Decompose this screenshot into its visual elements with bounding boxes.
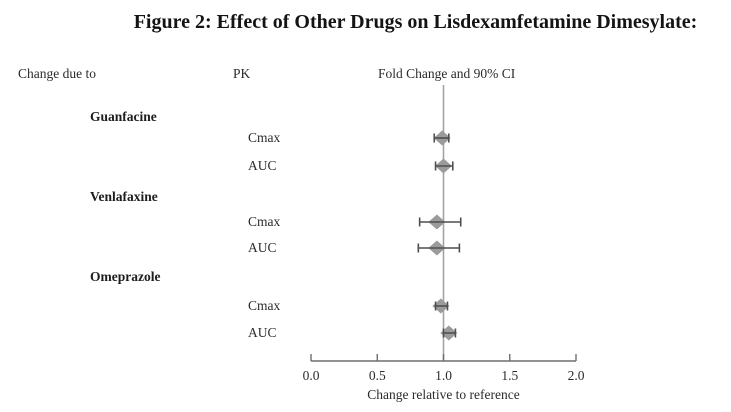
pk-parameter-label: AUC	[248, 325, 277, 340]
pk-parameter-label: AUC	[248, 158, 277, 173]
x-axis-tick-label: 0.5	[369, 368, 386, 383]
x-axis-tick-label: 0.0	[303, 368, 320, 383]
drug-group-label: Omeprazole	[90, 269, 161, 284]
pk-parameter-label: Cmax	[248, 130, 281, 145]
x-axis-tick-label: 1.5	[501, 368, 518, 383]
pk-parameter-label: Cmax	[248, 298, 281, 313]
column-header-change-due-to: Change due to	[18, 66, 96, 81]
column-header-pk: PK	[233, 66, 251, 81]
pk-parameter-label: Cmax	[248, 214, 281, 229]
pk-parameter-label: AUC	[248, 240, 277, 255]
drug-group-label: Venlafaxine	[90, 189, 158, 204]
figure-title: Figure 2: Effect of Other Drugs on Lisde…	[133, 11, 698, 33]
x-axis-tick-label: 1.0	[435, 368, 452, 383]
x-axis-title: Change relative to reference	[367, 387, 520, 402]
column-header-fold-change-ci: Fold Change and 90% CI	[378, 66, 516, 81]
drug-group-label: Guanfacine	[90, 109, 157, 124]
x-axis-tick-label: 2.0	[568, 368, 585, 383]
